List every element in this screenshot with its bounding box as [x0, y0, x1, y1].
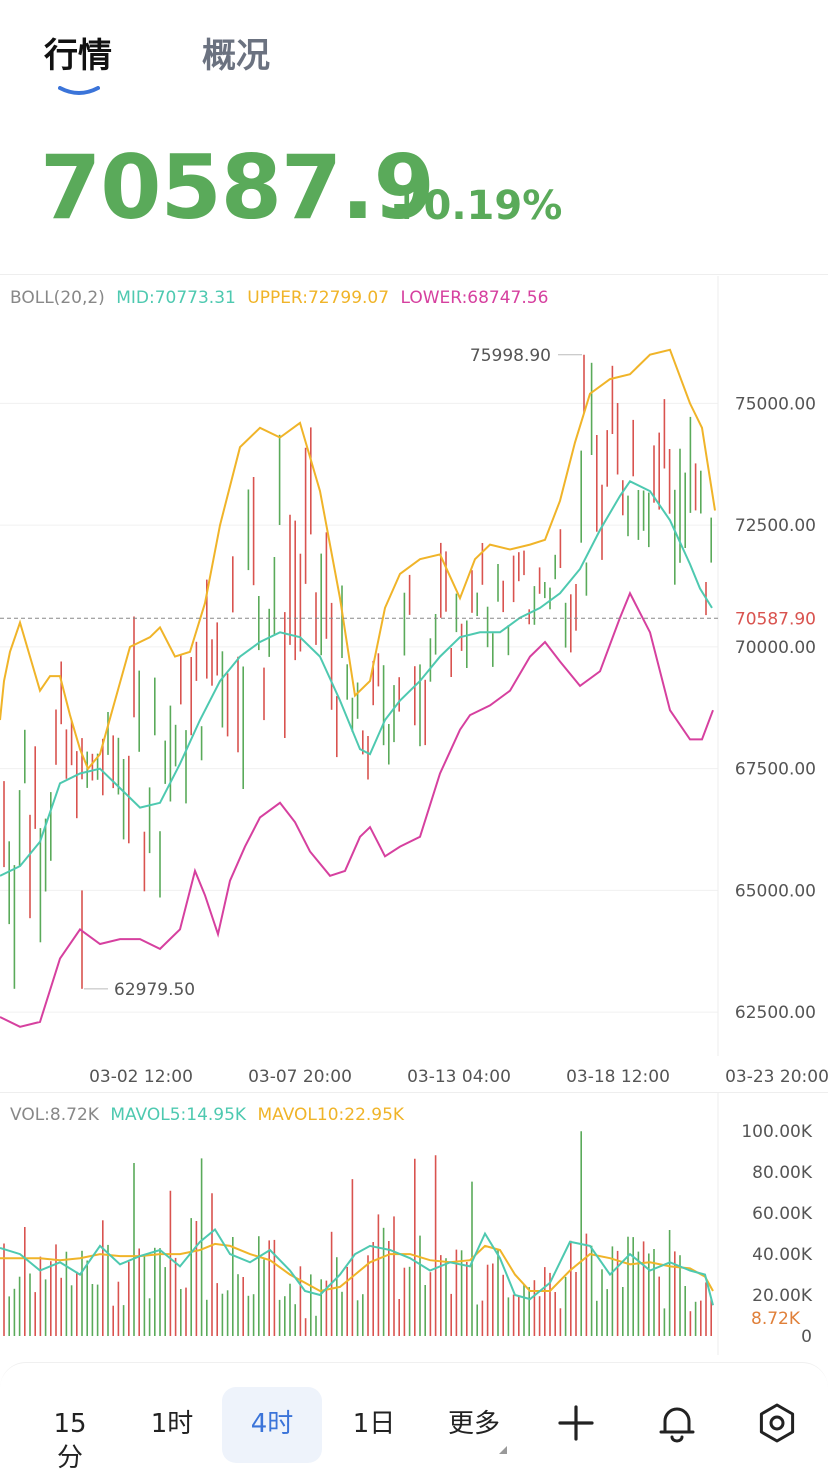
- more-intervals-button[interactable]: 更多: [447, 1409, 500, 1439]
- current-price-label: 70587.90: [735, 609, 816, 629]
- min-price-label: 62979.50: [114, 980, 195, 1000]
- time-tick-label: 03-18 12:00: [566, 1067, 670, 1087]
- bottom-toolbar: 15分 1时 4时 1日 更多: [0, 1362, 828, 1482]
- volume-tick-label: 60.00K: [752, 1204, 813, 1224]
- interval-4h-button[interactable]: 4时: [250, 1409, 294, 1439]
- price-tick-label: 70000.00: [735, 638, 816, 658]
- candlestick-chart[interactable]: 75000.00 72500.00 70000.00 67500.00 65000.00…: [0, 276, 828, 1091]
- boll-upper-line: [0, 348, 716, 771]
- boll-mid-line: [0, 480, 713, 877]
- boll-legend-label: BOLL(20,2): [10, 288, 105, 308]
- price-tick-label: 65000.00: [735, 881, 816, 901]
- interval-15m-button[interactable]: 15分: [53, 1409, 87, 1473]
- volume-tick-label: 100.00K: [741, 1122, 812, 1142]
- volume-tick-label: 40.00K: [752, 1245, 813, 1265]
- volume-legend-vol: VOL:8.72K: [10, 1105, 100, 1125]
- price-change-percent: +0.19%: [390, 183, 563, 229]
- gear-icon[interactable]: [755, 1401, 799, 1445]
- time-axis-labels: 03-02 12:00 03-07 20:00 03-13 04:00 03-18 1…: [89, 1067, 828, 1087]
- more-corner-icon: [499, 1446, 507, 1454]
- boll-lower-line: [0, 590, 714, 1028]
- mavol10-line: [0, 1242, 714, 1293]
- plus-icon[interactable]: [554, 1401, 598, 1445]
- time-tick-label: 03-07 20:00: [248, 1067, 352, 1087]
- divider-volume: [0, 1092, 828, 1093]
- divider-top: [0, 274, 828, 275]
- volume-tick-label: 20.00K: [752, 1286, 813, 1306]
- interval-1h-button[interactable]: 1时: [150, 1409, 194, 1439]
- volume-bars: [3, 1131, 713, 1336]
- top-tabs: 行情 概况: [0, 0, 828, 110]
- volume-legend-mavol5: MAVOL5:14.95K: [110, 1105, 247, 1125]
- tab-market[interactable]: 行情: [44, 36, 112, 76]
- volume-legend-mavol10: MAVOL10:22.95K: [258, 1105, 405, 1125]
- max-price-label: 75998.90: [470, 346, 551, 366]
- volume-chart[interactable]: 100.00K 80.00K 60.00K 40.00K 20.00K 0 8.72K V…: [0, 1093, 828, 1355]
- volume-axis-labels: 100.00K 80.00K 60.00K 40.00K 20.00K 0: [741, 1122, 812, 1347]
- time-tick-label: 03-23 20:00: [725, 1067, 828, 1087]
- tab-overview[interactable]: 概况: [202, 36, 270, 76]
- mavol5-line: [0, 1227, 714, 1306]
- volume-current-label: 8.72K: [751, 1309, 801, 1329]
- tab-active-underline: [58, 86, 100, 95]
- time-tick-label: 03-02 12:00: [89, 1067, 193, 1087]
- volume-tick-label: 0: [801, 1327, 812, 1347]
- price-tick-label: 72500.00: [735, 516, 816, 536]
- boll-legend-upper: UPPER:72799.07: [247, 288, 389, 308]
- volume-tick-label: 80.00K: [752, 1163, 813, 1183]
- price-tick-label: 75000.00: [735, 394, 816, 414]
- bell-icon[interactable]: [655, 1401, 699, 1445]
- time-tick-label: 03-13 04:00: [407, 1067, 511, 1087]
- last-price: 70587.9: [40, 136, 435, 239]
- boll-legend: BOLL(20,2) MID:70773.31 UPPER:72799.07 L…: [10, 288, 548, 308]
- boll-legend-lower: LOWER:68747.56: [400, 288, 548, 308]
- price-tick-label: 67500.00: [735, 760, 816, 780]
- active-interval-highlight: [222, 1387, 322, 1463]
- price-axis-labels: 75000.00 72500.00 70000.00 67500.00 65000.00…: [735, 394, 816, 1023]
- main-grid: [0, 402, 718, 1013]
- price-tick-label: 62500.00: [735, 1003, 816, 1023]
- volume-legend: VOL:8.72K MAVOL5:14.95K MAVOL10:22.95K: [10, 1105, 405, 1125]
- interval-1d-button[interactable]: 1日: [352, 1409, 396, 1439]
- boll-legend-mid: MID:70773.31: [116, 288, 236, 308]
- candles: [3, 354, 713, 989]
